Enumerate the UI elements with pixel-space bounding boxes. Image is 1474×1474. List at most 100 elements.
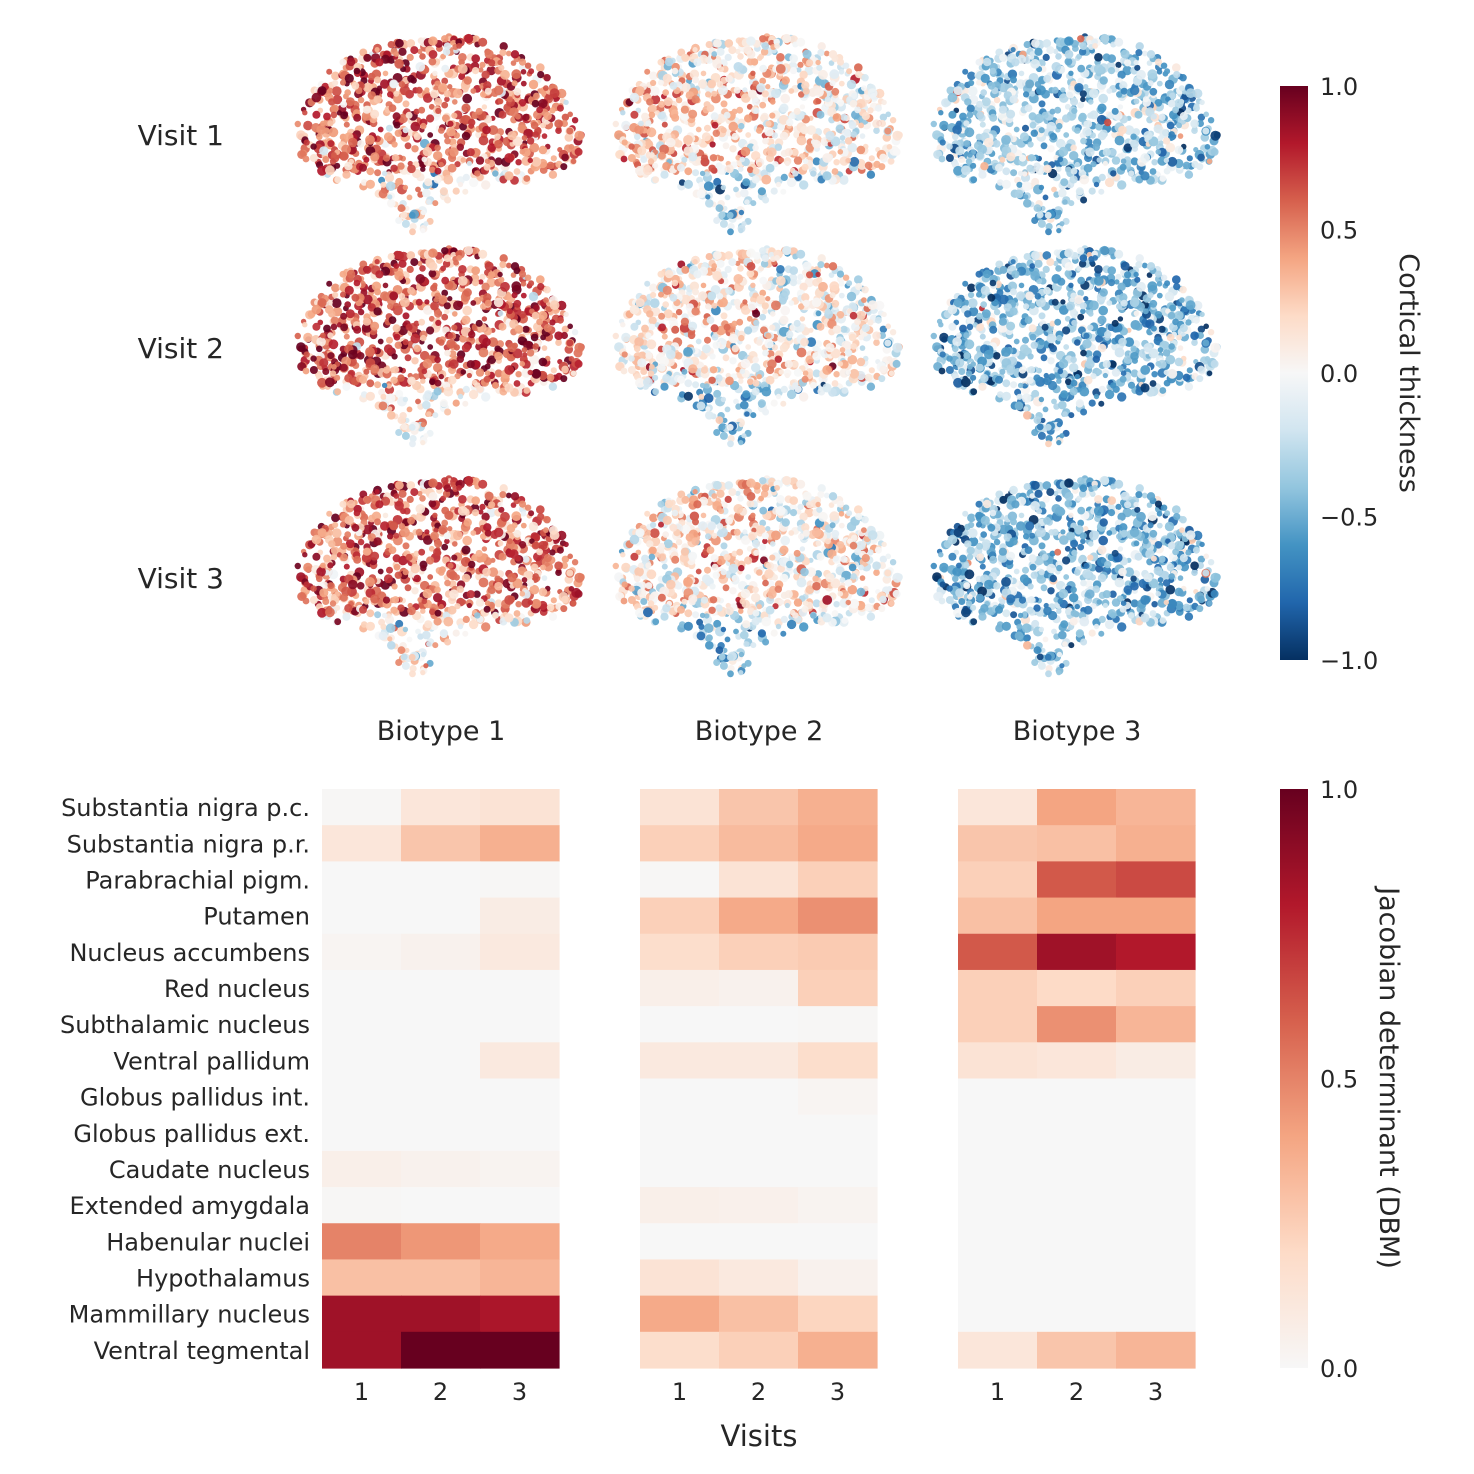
brain-point: [833, 159, 840, 166]
brain-point: [466, 148, 475, 157]
brain-point: [466, 372, 472, 379]
brain-point: [1018, 70, 1025, 77]
brain-point: [484, 370, 491, 377]
brain-point: [343, 333, 350, 340]
brain-point: [361, 111, 372, 121]
brain-point: [1027, 141, 1034, 148]
brain-point: [334, 162, 341, 169]
brain-point: [658, 100, 666, 108]
brain-point: [433, 85, 439, 91]
brain-point: [727, 228, 734, 236]
brain-point: [1159, 175, 1167, 182]
brain-point: [1093, 64, 1104, 74]
brain-point: [1155, 149, 1162, 155]
brain-point: [674, 352, 683, 360]
brain-point: [828, 60, 835, 66]
brain-point: [421, 368, 428, 375]
brain-point: [733, 86, 741, 94]
brain-point: [461, 343, 471, 353]
brain-point: [312, 110, 321, 119]
brain-point: [646, 98, 654, 106]
brain-point: [329, 370, 337, 377]
brain-point: [861, 112, 870, 121]
brain-point: [466, 160, 472, 167]
brain-point: [1207, 117, 1215, 124]
brain-point: [400, 423, 408, 431]
brain-point: [692, 288, 699, 296]
brain-point: [781, 76, 790, 85]
brain-point: [507, 343, 517, 353]
brain-point: [391, 141, 398, 148]
brain-point: [417, 48, 423, 55]
brain-point: [388, 104, 397, 112]
brain-point: [323, 112, 331, 121]
brain-point: [637, 358, 647, 368]
brain-point: [536, 318, 543, 326]
brain-point: [868, 155, 875, 162]
brain-point: [456, 143, 464, 151]
brain-point: [975, 58, 983, 66]
brain-point: [634, 337, 644, 347]
brain-point: [634, 133, 641, 141]
brain-point: [939, 120, 949, 131]
brain-point: [523, 175, 531, 182]
brain-point: [892, 342, 903, 353]
brain-point: [720, 184, 727, 191]
brain-point: [478, 347, 489, 358]
brain-point: [1031, 217, 1039, 224]
brain-point: [1019, 132, 1029, 142]
brain-point: [320, 332, 326, 339]
brain-point: [488, 125, 499, 135]
brain-point: [752, 309, 761, 318]
brain-point: [420, 209, 427, 216]
brain-point: [979, 333, 986, 340]
brain-point: [825, 131, 835, 141]
brain-point: [801, 163, 809, 171]
brain-point: [407, 74, 415, 83]
brain-point: [574, 359, 583, 368]
brain-point: [861, 74, 869, 82]
brain-point: [441, 247, 449, 255]
brain-point: [725, 376, 734, 386]
brain-point: [571, 329, 579, 336]
brain-point: [325, 165, 335, 176]
brain-point: [779, 131, 789, 141]
brain-point: [549, 88, 560, 98]
brain-point: [478, 37, 488, 47]
brain-point: [381, 382, 388, 389]
brain-point: [461, 103, 471, 113]
brain-point: [438, 83, 448, 93]
brain-point: [1022, 124, 1029, 132]
brain-point: [536, 275, 545, 284]
brain-point: [382, 70, 389, 77]
brain-point: [674, 140, 683, 148]
brain-point: [756, 161, 762, 168]
brain-point: [434, 144, 441, 152]
brain-point: [751, 175, 760, 184]
brain-point: [628, 355, 635, 362]
brain-point: [822, 153, 833, 163]
brain-point: [841, 175, 849, 182]
brain-point: [680, 105, 690, 114]
brain-point: [1130, 133, 1137, 140]
brain-point: [799, 104, 806, 110]
brain-point: [340, 100, 348, 108]
brain-point: [740, 188, 749, 198]
brain-point: [481, 104, 488, 110]
brain-point: [1089, 88, 1099, 99]
brain-point: [710, 112, 719, 121]
brain-point: [444, 137, 451, 145]
brain-point: [421, 156, 428, 163]
brain-point: [726, 423, 734, 431]
brain-point: [1098, 385, 1106, 393]
brain-point: [541, 345, 548, 351]
brain-point: [1054, 106, 1062, 114]
brain-point: [746, 57, 755, 66]
brain-point: [723, 323, 731, 331]
brain-point: [828, 262, 838, 271]
brain-point: [444, 408, 452, 416]
brain-point: [1027, 154, 1036, 162]
brain-point: [867, 319, 874, 326]
brain-point: [385, 181, 396, 191]
brain-point: [709, 366, 718, 374]
